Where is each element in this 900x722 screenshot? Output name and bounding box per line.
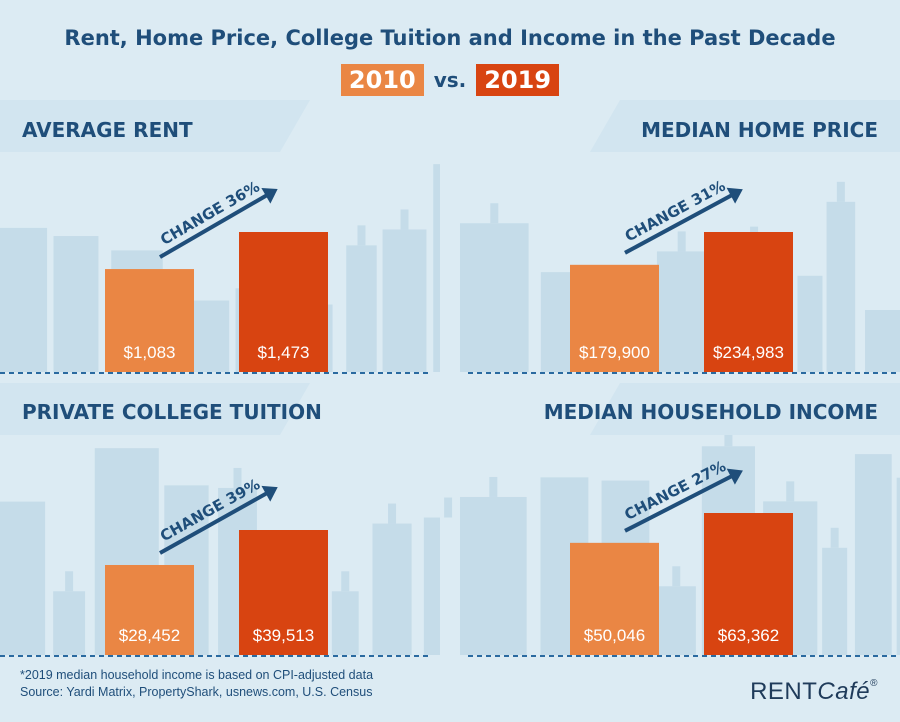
bar-2010 [105,564,194,655]
bar-2010 [105,269,194,372]
skyline-spire [341,571,350,592]
skyline-spire [490,203,499,224]
skyline-building [854,454,892,655]
panel-title-average-rent: AVERAGE RENT [22,118,193,142]
bar-value-label: $39,513 [253,626,314,645]
legend: 2010 vs. 2019 [0,64,900,96]
skyline-spire [489,476,498,497]
title-banner [0,100,310,152]
skyline-building [423,517,440,655]
bar-value-label: $1,473 [258,343,310,362]
legend-vs: vs. [433,68,467,92]
skyline-building [0,227,48,372]
skyline-spire [400,209,409,230]
change-arrow-shaft [158,192,271,259]
change-arrow-head [261,188,278,204]
skyline-building [896,477,900,655]
skyline-spire [357,225,366,246]
skyline-building [822,547,848,655]
legend-2010: 2010 [340,64,424,96]
skyline-spire [444,497,453,518]
skyline-building [346,245,377,372]
skyline-building [865,310,900,372]
skyline-building [460,223,529,372]
footnote: *2019 median household income is based o… [20,667,373,701]
skyline-spire [677,231,686,252]
change-arrow-shaft [159,490,270,555]
skyline-building [53,591,86,655]
change-arrow-head [726,187,743,204]
rentcafe-logo: RENTCafé® [750,678,878,705]
skyline-building [460,496,527,655]
change-arrow-shaft [624,473,735,533]
chart-title: Rent, Home Price, College Tuition and In… [64,26,836,50]
skyline-spire [786,481,795,502]
skyline-building [382,229,427,372]
change-arrow-head [261,485,278,502]
bar-value-label: $179,900 [579,343,650,362]
legend-2019: 2019 [476,64,560,96]
title-banner [590,383,900,435]
title-banner [590,100,900,152]
skyline-building [0,501,46,655]
bar-value-label: $28,452 [119,626,180,645]
panel-title-median-household-income: MEDIAN HOUSEHOLD INCOME [543,400,878,424]
bar-2019 [704,513,793,655]
skyline-spire [830,527,839,548]
skyline-spire [672,566,681,587]
skyline-building [331,591,359,655]
bar-2010 [570,542,659,655]
change-arrow-shaft [624,192,735,255]
bar-value-label: $63,362 [718,626,779,645]
skyline-spire [388,503,397,524]
skyline-spire [724,426,733,447]
skyline-building [433,164,440,372]
footnote-source: Source: Yardi Matrix, PropertyShark, usn… [20,685,373,699]
skyline-building [53,236,99,372]
bar-2019 [239,530,328,655]
skyline-building [372,523,412,655]
bar-value-label: $234,983 [713,343,784,362]
skyline-spire [233,467,242,488]
skyline-spire [65,571,74,592]
skyline-building [797,275,823,372]
panel-title-median-home-price: MEDIAN HOME PRICE [641,118,878,142]
bar-value-label: $1,083 [124,343,176,362]
title-banner [0,383,310,435]
bar-2019 [239,232,328,372]
bar-value-label: $50,046 [584,626,645,645]
footnote-cpi: *2019 median household income is based o… [20,668,374,682]
change-arrow-head [726,468,743,485]
skyline-building [656,586,696,655]
skyline-building [656,251,707,372]
bar-2010 [570,264,659,372]
bar-2019 [704,232,793,372]
panel-title-private-college-tuition: PRIVATE COLLEGE TUITION [22,400,322,424]
skyline-spire [836,181,845,202]
skyline-building [826,201,856,372]
